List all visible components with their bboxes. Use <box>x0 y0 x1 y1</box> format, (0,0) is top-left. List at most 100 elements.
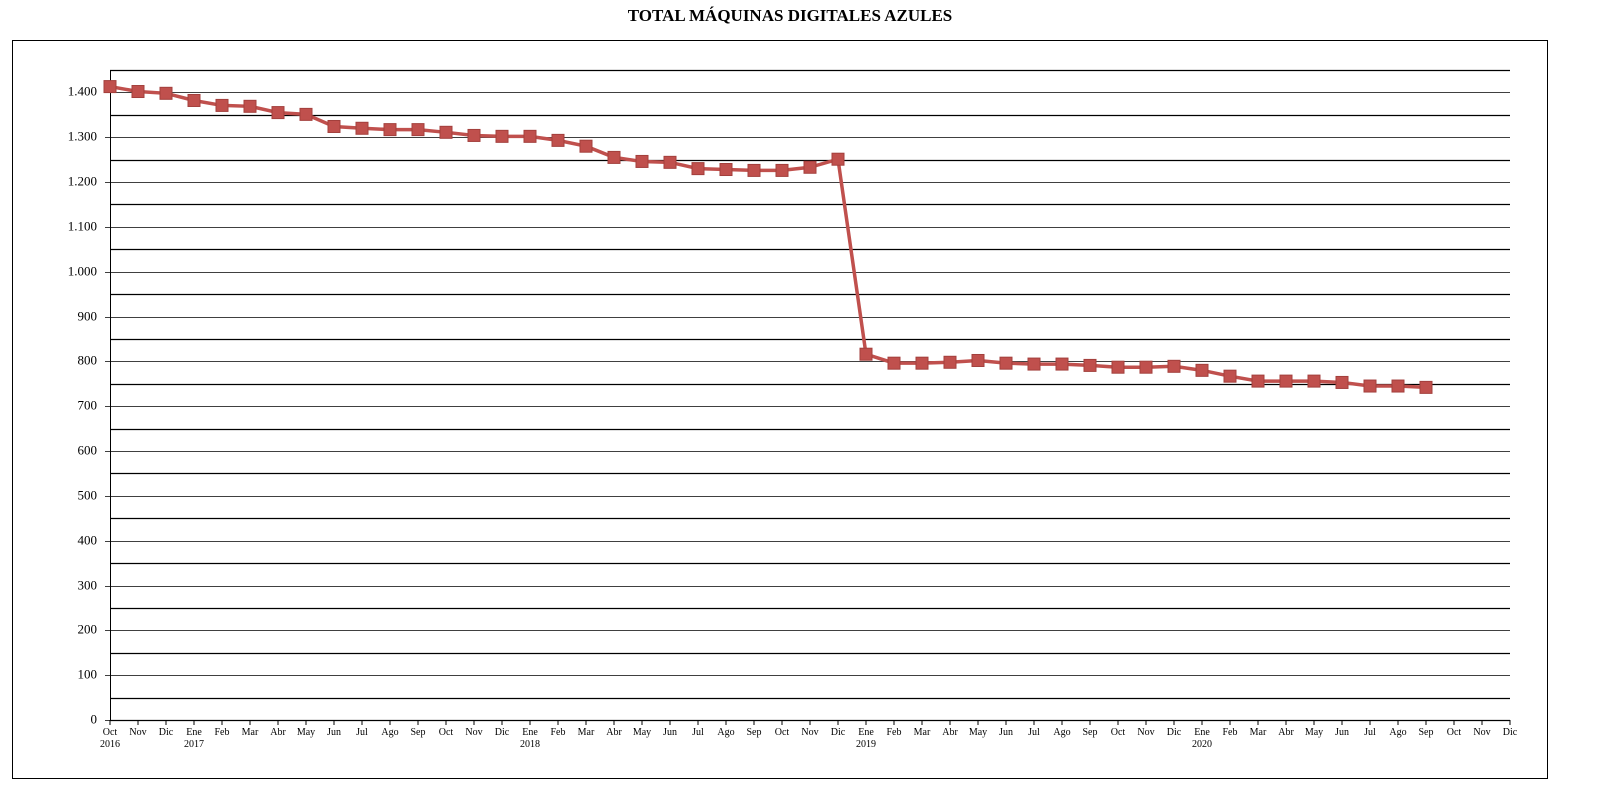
y-tick-label: 400 <box>78 532 98 547</box>
x-tick-label: Ene 2018 <box>520 727 540 750</box>
x-tick-label: Feb <box>886 727 902 738</box>
x-tick-label: Oct <box>438 727 454 738</box>
marker <box>1419 380 1433 394</box>
marker <box>831 152 845 166</box>
x-tick-label: Mar <box>1249 727 1267 738</box>
marker <box>663 155 677 169</box>
x-tick-label: Jun <box>327 727 341 738</box>
x-tick-label: Jul <box>1364 727 1376 738</box>
line <box>109 84 1427 390</box>
marker <box>1251 374 1265 388</box>
x-tick-label: Ene 2017 <box>184 727 204 750</box>
x-tick-label: Feb <box>550 727 566 738</box>
marker <box>243 99 257 113</box>
marker <box>131 85 145 99</box>
marker <box>915 356 929 370</box>
y-tick-label: 1.100 <box>68 218 97 233</box>
marker <box>355 121 369 135</box>
marker <box>1335 375 1349 389</box>
marker <box>1055 357 1069 371</box>
marker <box>271 106 285 120</box>
marker <box>383 123 397 137</box>
chart-frame <box>12 40 1548 779</box>
marker <box>1307 374 1321 388</box>
x-tick-label: Abr <box>1278 727 1294 738</box>
x-tick-label: Nov <box>465 727 483 738</box>
marker <box>747 163 761 177</box>
marker <box>1083 358 1097 372</box>
marker <box>215 98 229 112</box>
y-tick-label: 700 <box>78 397 98 412</box>
marker <box>523 129 537 143</box>
marker <box>691 162 705 176</box>
x-tick-label: Dic <box>1502 727 1518 738</box>
marker <box>1111 360 1125 374</box>
marker <box>607 150 621 164</box>
x-tick-label: Ene 2020 <box>1192 727 1212 750</box>
x-tick-label: May <box>296 727 316 738</box>
x-tick-label: Dic <box>830 727 846 738</box>
x-tick-label: Jun <box>663 727 677 738</box>
x-tick-label: Oct <box>1110 727 1126 738</box>
x-tick-label: May <box>968 727 988 738</box>
marker <box>887 356 901 370</box>
marker <box>999 356 1013 370</box>
x-tick-label: Jul <box>692 727 704 738</box>
y-tick-label: 1.000 <box>68 263 97 278</box>
marker <box>803 160 817 174</box>
marker <box>551 133 565 147</box>
x-tick-label: Jul <box>356 727 368 738</box>
x-tick-label: Sep <box>1418 727 1434 738</box>
marker <box>187 93 201 107</box>
marker <box>859 347 873 361</box>
x-tick-label: Oct 2016 <box>100 727 120 750</box>
marker <box>299 107 313 121</box>
y-tick-label: 100 <box>78 666 98 681</box>
marker <box>579 139 593 153</box>
x-tick-label: Nov <box>1473 727 1491 738</box>
x-tick-label: Jun <box>1335 727 1349 738</box>
marker <box>327 119 341 133</box>
x-tick-label: Oct <box>774 727 790 738</box>
marker <box>1279 374 1293 388</box>
x-tick-label: Abr <box>270 727 286 738</box>
chart-title: TOTAL MÁQUINAS DIGITALES AZULES <box>628 6 953 25</box>
y-tick-label: 1.400 <box>68 83 97 98</box>
x-tick-label: Sep <box>1082 727 1098 738</box>
x-tick-label: Mar <box>241 727 259 738</box>
y-tick-label: 0 <box>91 711 98 726</box>
x-tick-label: Ago <box>717 727 735 738</box>
x-tick-label: Dic <box>1166 727 1182 738</box>
marker <box>467 128 481 142</box>
marker <box>943 355 957 369</box>
y-tick-label: 500 <box>78 487 98 502</box>
x-tick-label: Mar <box>577 727 595 738</box>
marker <box>1167 359 1181 373</box>
x-tick-label: Nov <box>129 727 147 738</box>
marker <box>439 125 453 139</box>
marker <box>411 123 425 137</box>
x-tick-label: Mar <box>913 727 931 738</box>
marker <box>1195 363 1209 377</box>
marker <box>1027 357 1041 371</box>
y-tick-label: 600 <box>78 442 98 457</box>
marker <box>971 353 985 367</box>
x-tick-label: Feb <box>214 727 230 738</box>
y-tick-label: 1.200 <box>68 173 97 188</box>
marker <box>1391 379 1405 393</box>
y-tick-label: 900 <box>78 308 98 323</box>
y-tick-label: 300 <box>78 577 98 592</box>
x-tick-label: Dic <box>158 727 174 738</box>
x-tick-label: Ago <box>381 727 399 738</box>
marker <box>1139 360 1153 374</box>
y-tick-label: 200 <box>78 621 98 636</box>
marker <box>719 163 733 177</box>
x-tick-label: May <box>632 727 652 738</box>
y-tick-label: 800 <box>78 352 98 367</box>
x-tick-label: Oct <box>1446 727 1462 738</box>
x-tick-label: Feb <box>1222 727 1238 738</box>
x-tick-label: Ago <box>1053 727 1071 738</box>
x-tick-label: Dic <box>494 727 510 738</box>
